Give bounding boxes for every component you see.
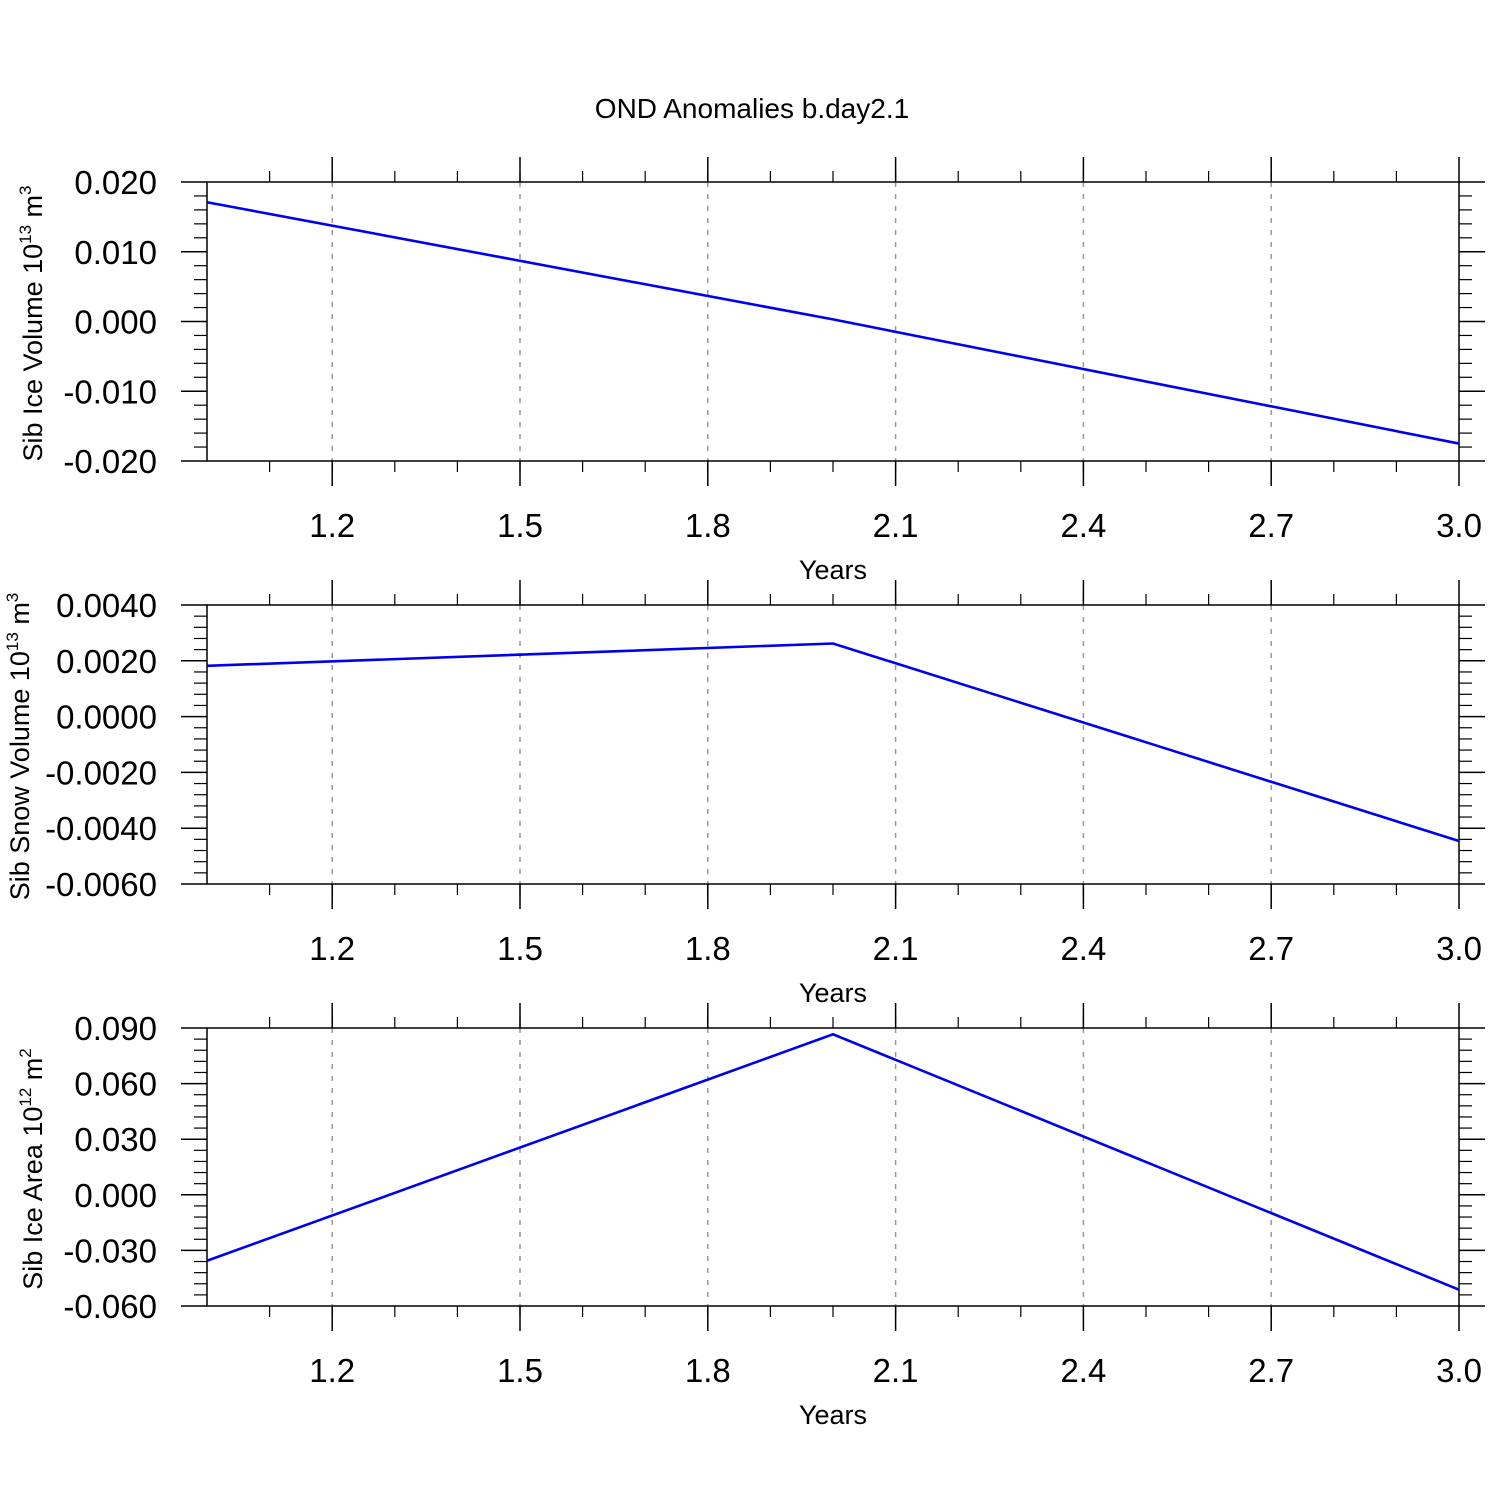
x-tick-label: 2.7 [1248, 930, 1294, 967]
y-tick-label: -0.060 [63, 1288, 157, 1325]
panel-1: 1.2 1.5 1.8 2.1 2.4 2.7 3.0 0.020 0.010 0.000 -0.0… [16, 157, 1485, 585]
x-tick-label: 1.5 [497, 1352, 543, 1389]
plot-frame [206, 1027, 1460, 1307]
y-tick-label: -0.0040 [45, 810, 157, 847]
y-axis-title-superscript: 13 [3, 632, 22, 651]
x-tick-label: 1.5 [497, 507, 543, 544]
x-axis-title: Years [799, 1400, 867, 1430]
y-tick-label: -0.0060 [45, 866, 157, 903]
y-tick-label: 0.030 [74, 1121, 157, 1158]
x-tick-label: 3.0 [1436, 930, 1482, 967]
y-axis-title-part: Sib Snow Volume 10 [5, 651, 35, 900]
y-tick-label: 0.060 [74, 1066, 157, 1103]
y-axis-title: Sib Ice Volume 1013 m3 [16, 185, 48, 461]
series-line [206, 642, 1460, 843]
x-tick-label: 1.8 [685, 507, 731, 544]
y-axis-title-part: m [18, 195, 48, 225]
y-tick-label: -0.030 [63, 1232, 157, 1269]
panel-3: 1.2 1.5 1.8 2.1 2.4 2.7 3.0 0.090 0.060 0.030 0.00… [16, 1003, 1485, 1430]
x-tick-label: 2.1 [873, 930, 919, 967]
figure-title: OND Anomalies b.day2.1 [595, 93, 909, 124]
y-axis-title-part: Sib Ice Area 10 [18, 1107, 48, 1290]
x-tick-label: 2.7 [1248, 1352, 1294, 1389]
x-tick-label: 2.4 [1060, 507, 1106, 544]
y-tick-label: 0.0040 [56, 587, 157, 624]
plot-frame [206, 181, 1460, 462]
panel-2: 1.2 1.5 1.8 2.1 2.4 2.7 3.0 0.0040 0.0020 0.0000 -… [3, 580, 1485, 1008]
y-tick-label: -0.010 [63, 373, 157, 410]
x-tick-label: 3.0 [1436, 507, 1482, 544]
y-tick-label: 0.090 [74, 1010, 157, 1047]
y-axis-title-superscript: 3 [16, 185, 35, 194]
y-tick-label: -0.020 [63, 443, 157, 480]
x-tick-label: 3.0 [1436, 1352, 1482, 1389]
y-axis-title-superscript: 3 [3, 593, 22, 602]
y-tick-label: 0.000 [74, 1177, 157, 1214]
x-tick-label: 2.7 [1248, 507, 1294, 544]
y-axis-title: Sib Ice Area 1012 m2 [16, 1048, 48, 1290]
x-tick-label: 2.1 [873, 1352, 919, 1389]
x-axis-title: Years [799, 555, 867, 585]
x-tick-label: 2.4 [1060, 930, 1106, 967]
y-axis-title: Sib Snow Volume 1013 m3 [3, 593, 35, 901]
x-axis-title: Years [799, 978, 867, 1008]
series-line [206, 1032, 1460, 1291]
y-axis-title-superscript: 12 [16, 1088, 35, 1107]
y-axis-title-part: m [5, 602, 35, 632]
y-tick-label: -0.0020 [45, 754, 157, 791]
y-axis-title-part: Sib Ice Volume 10 [18, 244, 48, 462]
y-axis-title-superscript: 2 [16, 1048, 35, 1057]
y-tick-label: 0.020 [74, 164, 157, 201]
y-tick-label: 0.0000 [56, 699, 157, 736]
x-tick-label: 1.8 [685, 930, 731, 967]
x-tick-label: 2.1 [873, 507, 919, 544]
y-axis-title-part: m [18, 1058, 48, 1088]
x-tick-label: 2.4 [1060, 1352, 1106, 1389]
x-tick-label: 1.5 [497, 930, 543, 967]
x-tick-label: 1.8 [685, 1352, 731, 1389]
x-tick-label: 1.2 [309, 930, 355, 967]
x-tick-label: 1.2 [309, 1352, 355, 1389]
y-tick-label: 0.000 [74, 304, 157, 341]
panels: 1.2 1.5 1.8 2.1 2.4 2.7 3.0 0.020 0.010 0.000 -0.0… [3, 157, 1485, 1430]
y-tick-label: 0.0020 [56, 643, 157, 680]
plot-frame [206, 604, 1460, 885]
x-tick-label: 1.2 [309, 507, 355, 544]
y-tick-label: 0.010 [74, 234, 157, 271]
series-line [206, 200, 1460, 445]
y-axis-title-superscript: 13 [16, 225, 35, 244]
